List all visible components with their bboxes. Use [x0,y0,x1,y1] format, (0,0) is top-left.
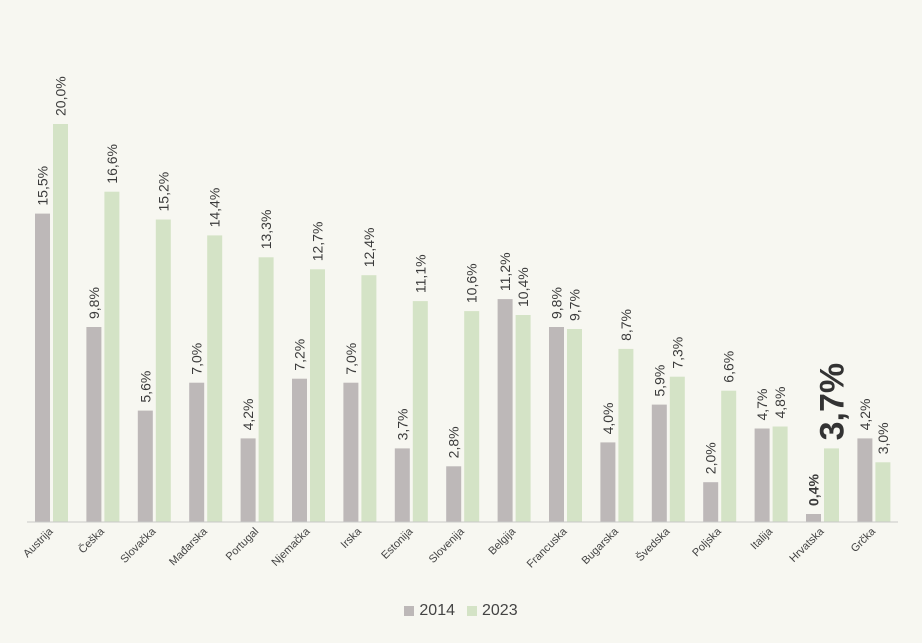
value-label-ma-arska-2014: 7,0% [189,343,205,375]
category-label-slovacka: Slovačka [118,525,159,566]
bar-hrvatska-2023 [824,448,839,522]
value-label-svedska-2023: 7,3% [669,337,685,369]
bar-irska-2023 [361,275,377,522]
bar-irska-2014 [343,382,359,522]
bar-portugal-2014 [240,438,256,522]
value-label-ceska-2014: 9,8% [86,287,102,319]
legend-swatch-2014 [404,606,415,616]
value-label-portugal-2023: 13,3% [258,210,274,250]
chart-legend: 2014 2023 [0,602,922,620]
bar-grcka-2023 [875,462,891,522]
value-label-njemacka-2023: 12,7% [310,222,326,262]
bar-poljska-2023 [721,390,737,522]
category-label-poljska: Poljska [690,525,724,559]
value-label-irska-2023: 12,4% [361,227,377,267]
bar-grcka-2014 [857,438,873,522]
bar-slovacka-2014 [137,410,153,522]
value-label-bugarska-2014: 4,0% [600,402,616,434]
value-label-estonija-2014: 3,7% [394,408,410,440]
bar-ma-arska-2014 [189,382,205,522]
value-label-grcka-2023: 3,0% [875,422,891,454]
value-label-francuska-2014: 9,8% [549,287,565,319]
bar-ceska-2014 [86,327,102,522]
bar-portugal-2023 [258,257,274,522]
bars-group [35,124,891,522]
bar-francuska-2014 [549,327,564,522]
value-label-ceska-2023: 16,6% [104,144,120,184]
category-label-francuska: Francuska [525,525,570,570]
bar-francuska-2023 [567,329,582,522]
bar-italija-2023 [772,426,788,522]
value-label-hrvatska-2023: 3,7% [814,363,852,441]
value-label-austrija-2023: 20,0% [53,76,69,116]
value-label-slovacka-2014: 5,6% [137,371,153,403]
bar-svedska-2014 [651,404,667,522]
value-label-francuska-2023: 9,7% [567,289,583,321]
bar-slovenija-2014 [446,466,462,522]
bar-hrvatska-2014 [806,514,821,522]
bar-slovacka-2023 [155,219,171,522]
value-label-grcka-2014: 4,2% [857,398,873,430]
category-label-belgija: Belgija [486,525,518,557]
category-label-estonija: Estonija [379,525,416,562]
value-label-slovacka-2023: 15,2% [155,172,171,212]
value-label-austrija-2014: 15,5% [35,166,51,206]
value-label-slovenija-2014: 2,8% [446,426,462,458]
bar-ma-arska-2023 [207,235,223,522]
bar-austrija-2014 [35,213,50,522]
bar-bugarska-2014 [600,442,616,522]
category-label-svedska: Švedska [633,524,673,564]
category-label-austrija: Austrija [21,525,56,560]
value-labels-group: 15,5% 20,0% 9,8% 16,6% 5,6% 15,2% 7,0% 14,4% 4,2… [35,76,891,506]
value-label-italija-2023: 4,8% [772,387,788,419]
value-label-njemacka-2014: 7,2% [292,339,308,371]
bar-estonija-2023 [412,301,428,522]
category-label-italija: Italija [749,525,776,552]
legend-label-2023: 2023 [482,602,518,619]
value-label-italija-2014: 4,7% [754,389,770,421]
value-label-poljska-2014: 2,0% [703,442,719,474]
bar-poljska-2014 [703,482,719,522]
value-label-hrvatska-2014: 0,4% [806,474,822,506]
category-label-irska: Irska [339,525,365,551]
category-label-njemacka: Njemačka [270,525,314,569]
category-label-ma-arska: Mađarska [167,525,210,568]
category-label-bugarska: Bugarska [580,525,622,567]
legend-item-2023: 2023 [467,602,518,620]
bar-svedska-2023 [669,376,685,522]
category-labels-group: Austrija Češka Slovačka Mađarska Portugal Nje… [21,524,878,570]
bar-italija-2014 [754,428,770,522]
bar-ceska-2023 [104,191,120,522]
value-label-bugarska-2023: 8,7% [618,309,634,341]
value-label-irska-2014: 7,0% [343,343,359,375]
bar-belgija-2014 [497,299,513,522]
value-label-slovenija-2023: 10,6% [464,263,480,303]
bar-estonija-2014 [394,448,410,522]
legend-item-2014: 2014 [404,602,455,620]
category-label-ceska: Češka [76,524,108,556]
value-label-belgija-2023: 10,4% [515,267,531,307]
legend-label-2014: 2014 [419,602,455,619]
value-label-poljska-2023: 6,6% [721,351,737,383]
value-label-portugal-2014: 4,2% [240,398,256,430]
value-label-belgija-2014: 11,2% [497,252,513,291]
bar-njemacka-2014 [292,378,307,522]
bar-belgija-2023 [515,315,531,522]
bar-njemacka-2023 [310,269,325,522]
value-label-ma-arska-2023: 14,4% [207,188,223,228]
category-label-grcka: Grčka [849,525,879,555]
legend-swatch-2023 [467,606,477,616]
bar-austrija-2023 [53,124,68,522]
category-label-slovenija: Slovenija [427,525,468,566]
value-label-estonija-2023: 11,1% [412,254,428,293]
category-label-hrvatska: Hrvatska [787,525,827,565]
bar-chart: 15,5% 20,0% 9,8% 16,6% 5,6% 15,2% 7,0% 14,4% 4,2… [21,76,898,570]
bar-bugarska-2023 [618,348,634,522]
value-label-svedska-2014: 5,9% [651,365,667,397]
bar-slovenija-2023 [464,311,480,522]
category-label-portugal: Portugal [224,526,261,563]
